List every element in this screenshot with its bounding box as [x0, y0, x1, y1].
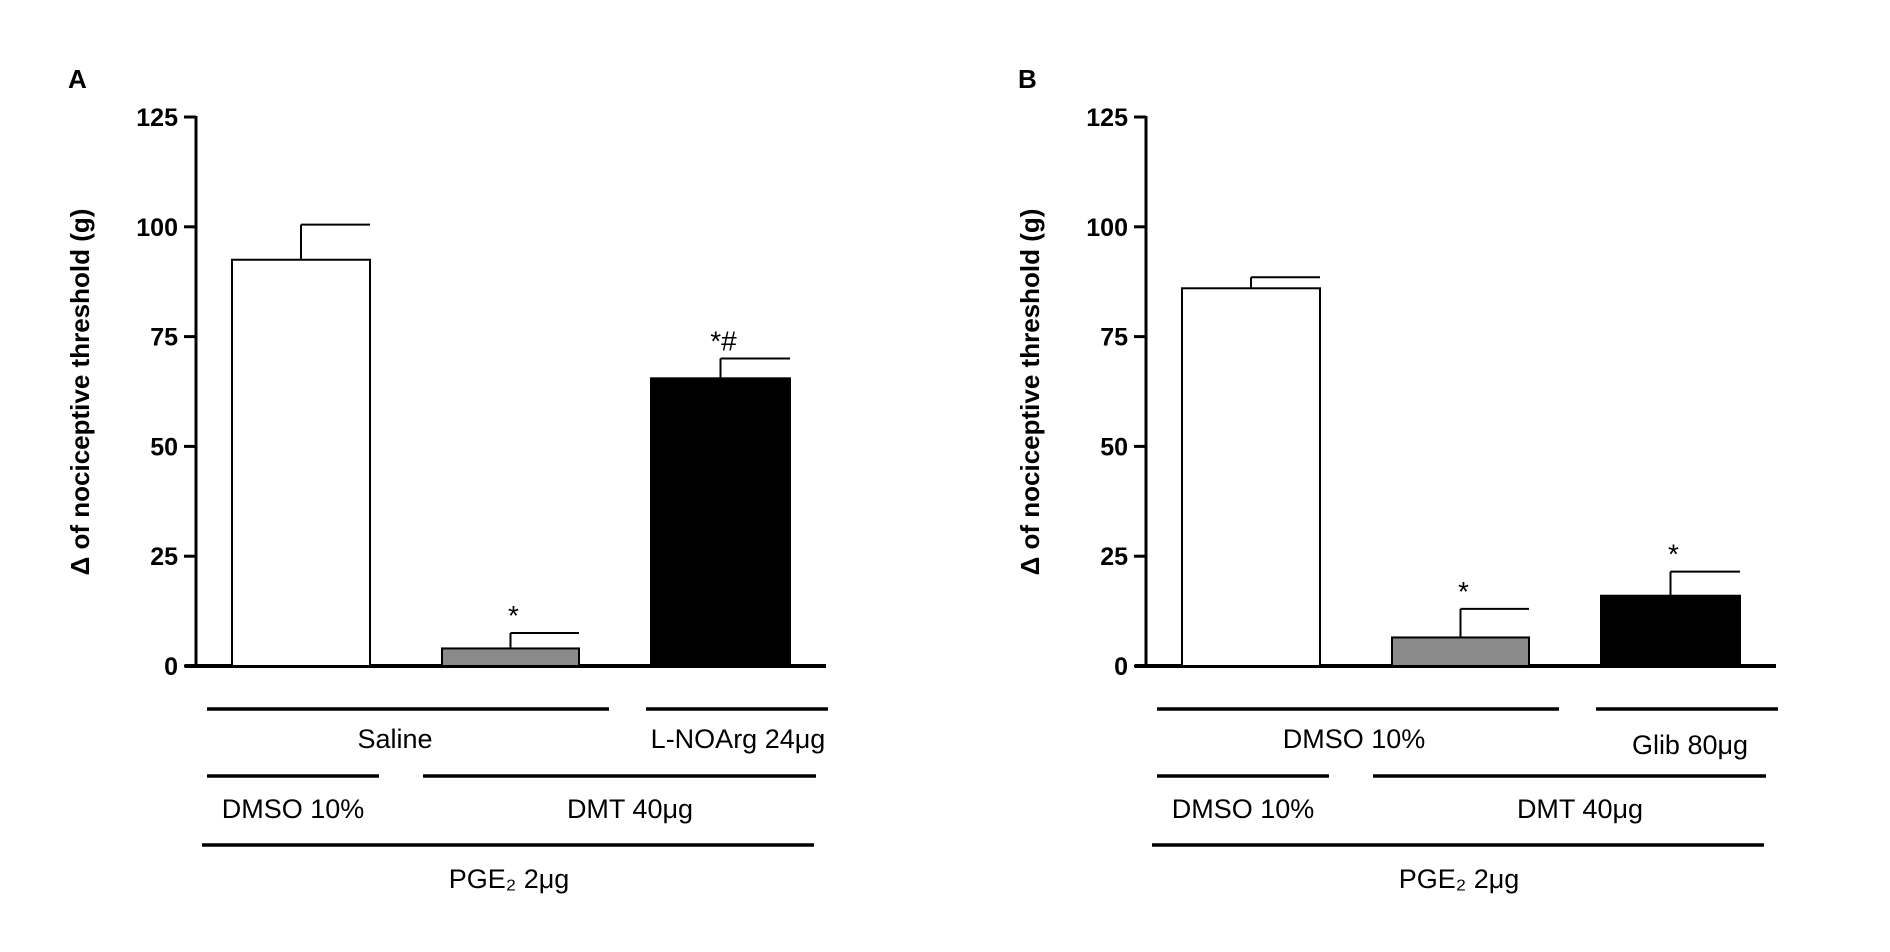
- panel-label: B: [1018, 64, 1037, 94]
- bar-2: [1600, 594, 1741, 668]
- y-tick-label: 100: [136, 214, 178, 242]
- bar-0: [231, 258, 371, 667]
- treatment-label: L-NOArg 24μg: [651, 724, 826, 754]
- y-tick-label: 0: [1114, 653, 1128, 681]
- y-tick-label: 125: [1086, 104, 1128, 132]
- y-tick-label: 25: [150, 543, 178, 571]
- y-tick-label: 75: [150, 324, 178, 352]
- y-axis-label: Δ of nociceptive threshold (g): [65, 209, 95, 576]
- y-tick-label: 50: [1100, 433, 1128, 461]
- treatment-label: DMSO 10%: [1172, 794, 1315, 824]
- treatment-label: Glib 80μg: [1632, 730, 1748, 760]
- panel-label: A: [68, 64, 87, 94]
- treatment-label: DMSO 10%: [1283, 724, 1426, 754]
- y-tick-label: 125: [136, 104, 178, 132]
- significance-marker: *: [508, 600, 519, 631]
- treatment-label: Saline: [357, 724, 432, 754]
- treatment-label: DMT 40μg: [567, 794, 693, 824]
- bar-0: [1181, 287, 1321, 667]
- bar-2: [650, 377, 791, 667]
- significance-marker: *#: [710, 326, 737, 357]
- bar-1: [441, 647, 580, 668]
- y-tick-label: 25: [1100, 543, 1128, 571]
- y-tick-label: 50: [150, 433, 178, 461]
- treatment-label: PGE₂ 2μg: [1399, 864, 1520, 894]
- treatment-label: DMT 40μg: [1517, 794, 1643, 824]
- y-tick-label: 75: [1100, 324, 1128, 352]
- panel-a: A 0 25 50 75 100 125 Δ of nociceptive threshold…: [65, 64, 828, 894]
- y-axis-label: Δ of nociceptive threshold (g): [1015, 209, 1045, 576]
- y-tick-label: 100: [1086, 214, 1128, 242]
- significance-marker: *: [1458, 576, 1469, 607]
- treatment-label: PGE₂ 2μg: [449, 864, 570, 894]
- significance-marker: *: [1668, 539, 1679, 570]
- treatment-label: DMSO 10%: [222, 794, 365, 824]
- panel-b: B 0 25 50 75 100 125 Δ of nociceptive threshold…: [1015, 64, 1778, 894]
- y-tick-label: 0: [164, 653, 178, 681]
- bar-1: [1391, 636, 1530, 668]
